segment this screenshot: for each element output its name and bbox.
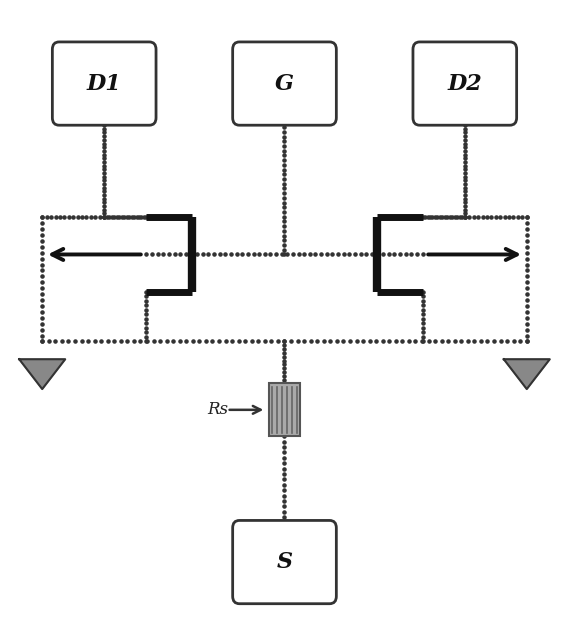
- FancyBboxPatch shape: [233, 42, 336, 125]
- Text: S: S: [277, 551, 292, 573]
- Text: D1: D1: [87, 73, 122, 95]
- Polygon shape: [504, 359, 550, 389]
- FancyBboxPatch shape: [413, 42, 517, 125]
- FancyBboxPatch shape: [52, 42, 156, 125]
- Text: D2: D2: [447, 73, 482, 95]
- Polygon shape: [19, 359, 65, 389]
- Text: Rs: Rs: [207, 401, 228, 418]
- FancyBboxPatch shape: [233, 520, 336, 604]
- Text: G: G: [275, 73, 294, 95]
- Bar: [269, 384, 300, 436]
